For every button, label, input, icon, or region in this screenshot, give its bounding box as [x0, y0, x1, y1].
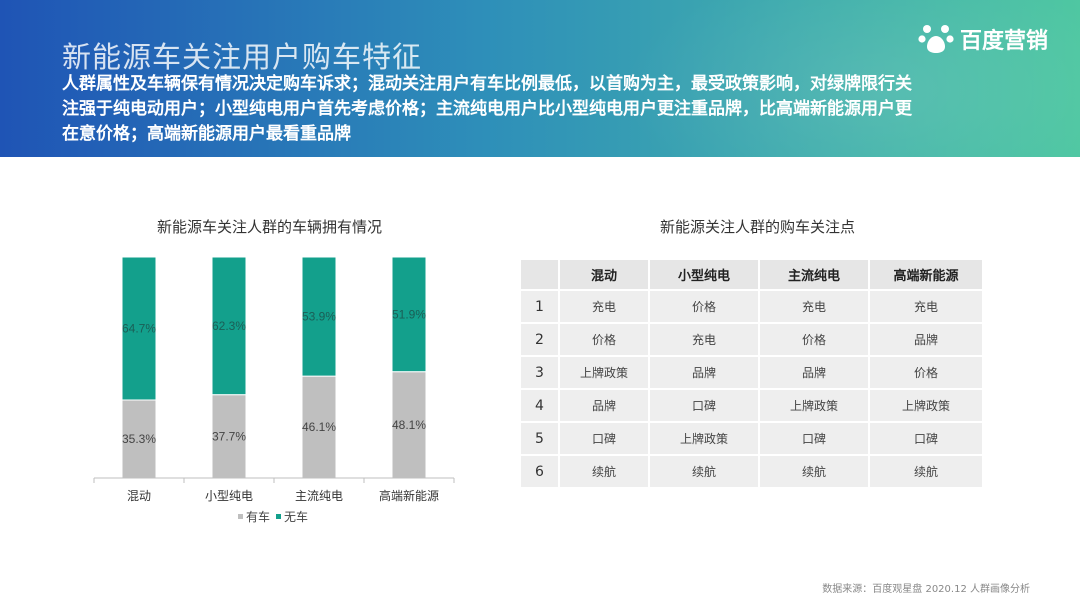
bar-segment [211, 394, 247, 479]
x-tick-label: 混动 [127, 489, 151, 503]
data-label: 37.7% [212, 429, 246, 443]
table-cell: 续航 [868, 454, 984, 489]
bar-segment [121, 399, 157, 479]
page-subtitle: 人群属性及车辆保有情况决定购车诉求；混动关注用户有车比例最低，以首购为主，最受政… [62, 74, 912, 144]
table-cell: 品牌 [758, 355, 870, 390]
table-header-row: 混动 小型纯电 主流纯电 高端新能源 [519, 258, 984, 291]
page-title: 新能源车关注用户购车特征 [62, 40, 423, 74]
bar-segment [391, 371, 427, 479]
data-label: 48.1% [392, 418, 426, 432]
x-tick-label: 小型纯电 [205, 489, 253, 503]
table-cell: 品牌 [868, 322, 984, 357]
purchase-focus-table: 混动 小型纯电 主流纯电 高端新能源 1 充电 价格 充电 充电 2 价格 充电… [519, 258, 984, 489]
rank-cell: 2 [519, 322, 560, 357]
table-cell: 上牌政策 [758, 388, 870, 423]
chart-title: 新能源车关注人群的车辆拥有情况 [157, 218, 383, 236]
table-header-cell: 小型纯电 [648, 258, 760, 291]
table-row: 2 价格 充电 价格 品牌 [519, 322, 984, 357]
data-label: 62.3% [212, 319, 246, 333]
table-row: 5 口碑 上牌政策 口碑 口碑 [519, 421, 984, 456]
table-cell: 品牌 [648, 355, 760, 390]
rank-cell: 3 [519, 355, 560, 390]
table-cell: 上牌政策 [648, 421, 760, 456]
stacked-bar-chart: 35.3% 64.7% 混动 37.7% 62.3% 小型纯电 46.1% 53.9% 主流纯电… [93, 256, 455, 524]
table-cell: 口碑 [758, 421, 870, 456]
rank-cell: 4 [519, 388, 560, 423]
table-cell: 口碑 [868, 421, 984, 456]
legend-swatch [276, 514, 281, 519]
table-cell: 充电 [558, 289, 650, 324]
rank-cell: 6 [519, 454, 560, 489]
table-header-cell: 高端新能源 [868, 258, 984, 291]
bar-segment [391, 256, 427, 373]
table-cell: 续航 [758, 454, 870, 489]
table-cell: 上牌政策 [868, 388, 984, 423]
x-tick-label: 主流纯电 [295, 489, 343, 503]
table-cell: 价格 [558, 322, 650, 357]
data-label: 35.3% [122, 432, 156, 446]
data-label: 51.9% [392, 307, 426, 321]
legend-label: 无车 [284, 509, 308, 524]
legend-label: 有车 [246, 509, 270, 524]
logo-text: 百度营销 [960, 29, 1049, 54]
table-row: 4 品牌 口碑 上牌政策 上牌政策 [519, 388, 984, 423]
rank-cell: 1 [519, 289, 560, 324]
rank-cell: 5 [519, 421, 560, 456]
table-cell: 上牌政策 [558, 355, 650, 390]
bar-segment [121, 256, 157, 401]
table-cell: 续航 [648, 454, 760, 489]
table-cell: 价格 [758, 322, 870, 357]
brand-logo: 百度营销 [918, 22, 1048, 56]
table-cell: 口碑 [558, 421, 650, 456]
table-cell: 价格 [648, 289, 760, 324]
table-header-cell [519, 258, 560, 291]
table-cell: 口碑 [648, 388, 760, 423]
table-header-cell: 混动 [558, 258, 650, 291]
legend-swatch [238, 514, 243, 519]
table-title: 新能源关注人群的购车关注点 [660, 218, 856, 236]
bar-segment [301, 256, 337, 377]
table-row: 1 充电 价格 充电 充电 [519, 289, 984, 324]
data-label: 53.9% [302, 310, 336, 324]
paw-icon [918, 25, 954, 53]
table-cell: 续航 [558, 454, 650, 489]
header-banner: 新能源车关注用户购车特征 人群属性及车辆保有情况决定购车诉求；混动关注用户有车比… [0, 0, 1080, 157]
data-source-note: 数据来源：百度观星盘 2020.12 人群画像分析 [822, 584, 1030, 595]
bar-segment [211, 256, 247, 396]
data-label: 46.1% [302, 420, 336, 434]
table-cell: 充电 [648, 322, 760, 357]
x-tick-label: 高端新能源 [379, 488, 439, 503]
data-label: 64.7% [122, 321, 156, 335]
table-header-cell: 主流纯电 [758, 258, 870, 291]
table-row: 3 上牌政策 品牌 品牌 价格 [519, 355, 984, 390]
table-row: 6 续航 续航 续航 续航 [519, 454, 984, 489]
table-cell: 价格 [868, 355, 984, 390]
table-cell: 充电 [758, 289, 870, 324]
table-cell: 品牌 [558, 388, 650, 423]
table-cell: 充电 [868, 289, 984, 324]
